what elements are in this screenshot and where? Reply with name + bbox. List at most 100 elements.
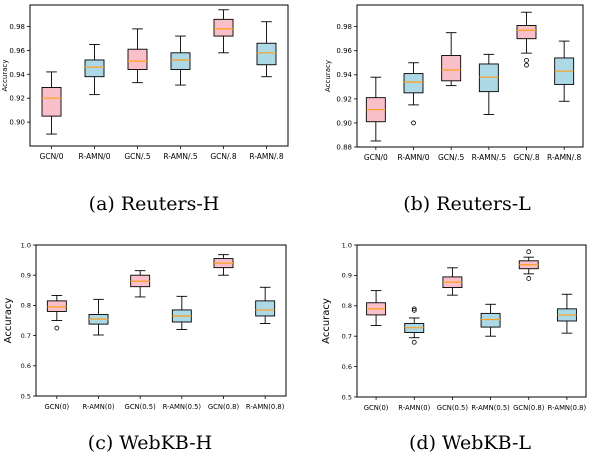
x-tick-label: R-AMN(0.5)	[163, 403, 202, 411]
outlier-point	[54, 325, 60, 331]
box-R-AMN/.8	[554, 40, 575, 102]
y-tick-label: 0.8	[342, 302, 352, 310]
outlier-point	[411, 306, 417, 312]
y-ticks: 0.90 0.92 0.94 0.96 0.98	[9, 23, 30, 127]
chart-panel-c: Accuracy 0.5 0.6 0.7 0.8 0.9 1.0 GCN(0) R-AMN(…	[3, 241, 287, 454]
y-tick-label: 0.88	[336, 143, 352, 151]
box-GCN(0)	[46, 294, 67, 331]
y-tick-label: 1.0	[21, 241, 31, 249]
y-axis-label: Accuracy	[1, 60, 9, 92]
x-tick-label: GCN(0.8)	[208, 403, 240, 411]
box-GCN/0	[365, 76, 386, 142]
y-tick-label: 0.92	[336, 95, 352, 103]
y-tick-label: 0.94	[336, 71, 352, 79]
x-tick-label: GCN(0)	[364, 404, 389, 412]
x-ticks: GCN(0) R-AMN(0) GCN(0.5) R-AMN(0.5) GCN(0.8)…	[364, 397, 586, 412]
box-GCN(0.8)	[213, 254, 234, 276]
x-tick-label: R-AMN(0)	[83, 403, 115, 411]
outlier-point	[411, 339, 417, 345]
x-tick-label: R-AMN/.8	[547, 153, 582, 162]
y-tick-label: 0.9	[342, 272, 352, 280]
y-axis-label: Accuracy	[321, 298, 332, 344]
y-tick-label: 0.98	[336, 23, 352, 31]
box-R-AMN(0)	[404, 306, 425, 345]
y-axis-label: Accuracy	[3, 298, 14, 344]
y-tick-label: 0.7	[342, 332, 352, 340]
plot-frame	[356, 4, 584, 148]
outlier-point	[524, 62, 529, 68]
x-tick-label: GCN(0.5)	[125, 403, 157, 411]
iqr-box	[441, 55, 462, 82]
box-GCN/0	[41, 71, 62, 135]
iqr-box	[480, 312, 501, 328]
box-R-AMN(0.5)	[171, 295, 192, 331]
iqr-box	[255, 300, 276, 317]
box-R-AMN/0	[84, 43, 105, 96]
y-tick-label: 0.92	[9, 95, 25, 103]
x-tick-label: GCN(0.5)	[437, 404, 469, 412]
box-R-AMN/.8	[256, 21, 277, 78]
panel-caption: (c) WebKB-H	[88, 432, 212, 454]
iqr-box	[213, 18, 234, 37]
box-R-AMN(0)	[88, 298, 109, 336]
iqr-box	[170, 52, 191, 70]
box-GCN(0.8)	[518, 249, 539, 281]
iqr-box	[256, 42, 277, 66]
x-tick-label: R-AMN/0	[79, 152, 111, 161]
box-GCN(0.5)	[442, 267, 463, 296]
iqr-box	[403, 73, 424, 94]
y-tick-label: 0.7	[21, 332, 31, 340]
panel-caption: (d) WebKB-L	[409, 432, 531, 454]
x-tick-label: GCN/0	[364, 153, 388, 162]
y-axis-label: Accuracy	[324, 60, 332, 92]
plot-frame	[29, 4, 289, 147]
box-GCN(0)	[366, 290, 387, 327]
y-tick-label: 0.5	[21, 392, 31, 400]
plot-frame	[35, 244, 287, 397]
iqr-box	[46, 300, 67, 312]
y-tick-label: 0.8	[21, 302, 31, 310]
y-ticks: 0.88 0.90 0.92 0.94 0.96 0.98	[336, 23, 357, 151]
x-tick-label: R-AMN/0	[398, 153, 430, 162]
x-tick-label: GCN/.5	[438, 153, 465, 162]
y-tick-label: 0.5	[342, 393, 352, 401]
y-tick-label: 0.9	[21, 271, 31, 279]
iqr-box	[84, 59, 105, 78]
boxes	[365, 11, 575, 142]
outlier-point	[526, 276, 532, 281]
box-R-AMN(0.8)	[255, 286, 276, 324]
x-tick-label: GCN/0	[40, 152, 64, 161]
box-GCN/.5	[127, 28, 148, 84]
chart-panel-d: Accuracy 0.5 0.6 0.7 0.8 0.9 1.0 GCN(0) R-AMN(…	[321, 241, 587, 454]
x-tick-label: R-AMN(0.8)	[246, 403, 285, 411]
box-R-AMN/.5	[478, 53, 499, 115]
x-tick-label: R-AMN/.5	[163, 152, 198, 161]
x-ticks: GCN/0 R-AMN/0 GCN/.5 R-AMN/.5 GCN/.8 R-AMN/.8	[40, 146, 284, 161]
box-GCN/.8	[516, 11, 537, 68]
box-R-AMN/0	[403, 62, 424, 126]
boxes	[366, 249, 577, 345]
outlier-point	[526, 249, 532, 255]
outlier-point	[411, 120, 416, 126]
x-tick-label: GCN/.8	[513, 153, 540, 162]
x-tick-label: R-AMN/.8	[249, 152, 284, 161]
outlier-point	[411, 307, 417, 313]
y-tick-label: 0.98	[9, 23, 25, 31]
box-GCN(0.5)	[130, 270, 151, 298]
box-GCN/.5	[441, 32, 462, 87]
x-tick-label: GCN/.5	[124, 152, 151, 161]
x-tick-label: R-AMN/.5	[472, 153, 507, 162]
y-tick-label: 0.6	[21, 362, 31, 370]
y-tick-label: 0.96	[9, 47, 25, 55]
box-R-AMN(0.5)	[480, 303, 501, 337]
y-tick-label: 0.94	[9, 71, 25, 79]
y-tick-label: 0.96	[336, 47, 352, 55]
x-ticks: GCN(0) R-AMN(0) GCN(0.5) R-AMN(0.5) GCN(0.8)…	[44, 396, 285, 411]
y-tick-label: 0.90	[9, 119, 25, 127]
box-R-AMN(0.8)	[556, 293, 577, 334]
panel-caption: (a) Reuters-H	[89, 193, 220, 215]
plot-frame	[356, 244, 587, 398]
outlier-point	[524, 57, 529, 63]
y-ticks: 0.5 0.6 0.7 0.8 0.9 1.0	[21, 241, 36, 400]
